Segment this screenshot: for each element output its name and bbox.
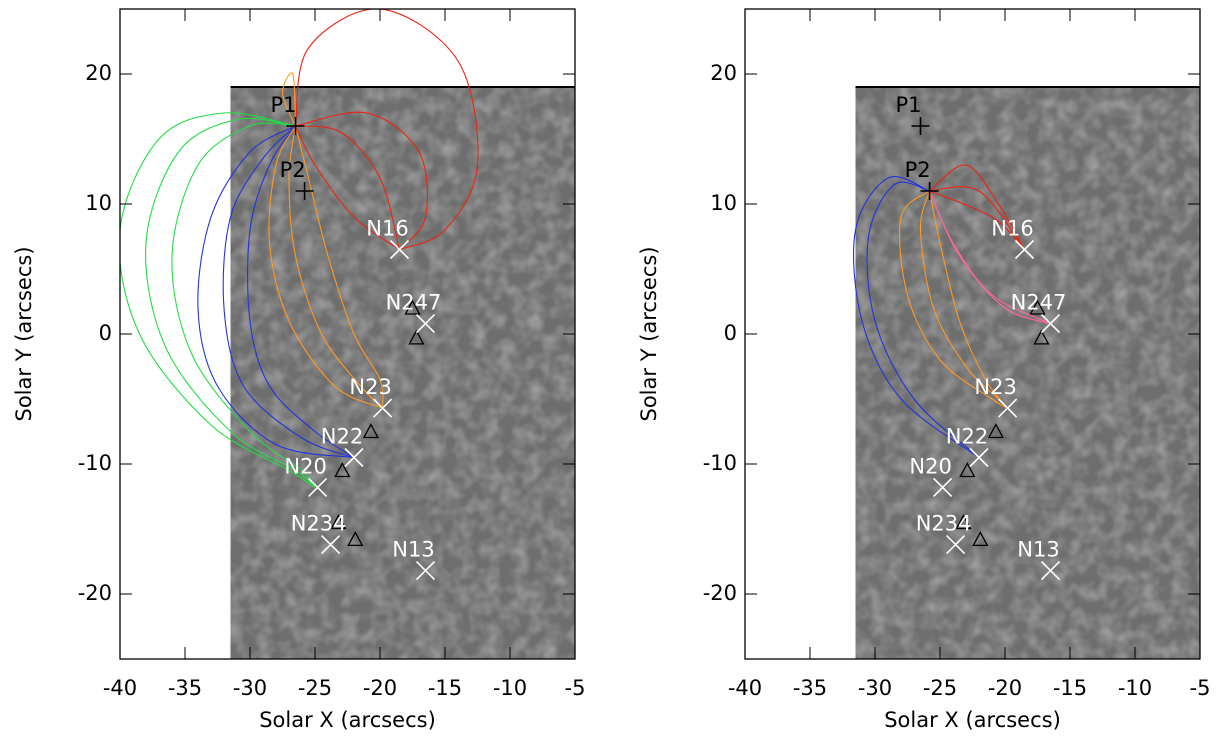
point-label: N247 bbox=[386, 291, 442, 315]
y-tick-label: -20 bbox=[703, 581, 737, 605]
x-tick-label: -10 bbox=[1118, 676, 1152, 700]
x-tick-label: -40 bbox=[103, 676, 137, 700]
y-tick-label: -20 bbox=[78, 581, 112, 605]
x-tick-label: -5 bbox=[565, 676, 586, 700]
point-label: N22 bbox=[321, 425, 363, 449]
point-label: N23 bbox=[349, 375, 391, 399]
y-axis-label: Solar Y (arcsecs) bbox=[12, 246, 36, 421]
x-tick-label: -10 bbox=[493, 676, 527, 700]
x-axis-label: Solar X (arcsecs) bbox=[259, 708, 436, 732]
point-label: N234 bbox=[291, 512, 347, 536]
y-tick-label: 10 bbox=[710, 191, 737, 215]
x-tick-label: -20 bbox=[363, 676, 397, 700]
x-axis-label: Solar X (arcsecs) bbox=[884, 708, 1061, 732]
point-label: P2 bbox=[280, 158, 306, 182]
y-tick-label: 10 bbox=[85, 191, 112, 215]
point-label: N20 bbox=[909, 454, 951, 478]
y-axis-label: Solar Y (arcsecs) bbox=[637, 246, 661, 421]
x-tick-label: -25 bbox=[298, 676, 332, 700]
y-tick-label: 20 bbox=[85, 61, 112, 85]
point-label: N22 bbox=[946, 425, 988, 449]
point-label: N20 bbox=[284, 454, 326, 478]
x-tick-label: -15 bbox=[1053, 676, 1087, 700]
x-tick-label: -35 bbox=[168, 676, 202, 700]
point-label: N234 bbox=[916, 512, 972, 536]
point-label: N23 bbox=[974, 375, 1016, 399]
point-label: N247 bbox=[1011, 291, 1067, 315]
y-tick-label: 0 bbox=[99, 321, 112, 345]
point-label: N16 bbox=[366, 217, 408, 241]
x-tick-label: -25 bbox=[923, 676, 957, 700]
x-tick-label: -5 bbox=[1190, 676, 1211, 700]
panel: P1 P2 N16 N247 N23 N22 N20 N234 N13 -40 -35 -30 -25 -… bbox=[637, 9, 1210, 732]
x-tick-label: -30 bbox=[233, 676, 267, 700]
point-label: P1 bbox=[270, 93, 296, 117]
point-label: N13 bbox=[1017, 538, 1059, 562]
point-label: N16 bbox=[991, 217, 1033, 241]
x-tick-label: -40 bbox=[728, 676, 762, 700]
y-tick-label: -10 bbox=[78, 451, 112, 475]
x-tick-label: -15 bbox=[428, 676, 462, 700]
y-tick-label: 20 bbox=[710, 61, 737, 85]
x-tick-label: -30 bbox=[858, 676, 892, 700]
y-tick-label: -10 bbox=[703, 451, 737, 475]
x-tick-label: -20 bbox=[988, 676, 1022, 700]
x-tick-label: -35 bbox=[793, 676, 827, 700]
point-label: P2 bbox=[905, 158, 931, 182]
point-label: P1 bbox=[895, 93, 921, 117]
point-label: N13 bbox=[392, 538, 434, 562]
figure: P1 P2 N16 N247 N23 N22 N20 N234 N13 -40 -35 -30 -25 -… bbox=[0, 0, 1232, 740]
panel: P1 P2 N16 N247 N23 N22 N20 N234 N13 -40 -35 -30 -25 -… bbox=[12, 9, 585, 732]
y-tick-label: 0 bbox=[724, 321, 737, 345]
